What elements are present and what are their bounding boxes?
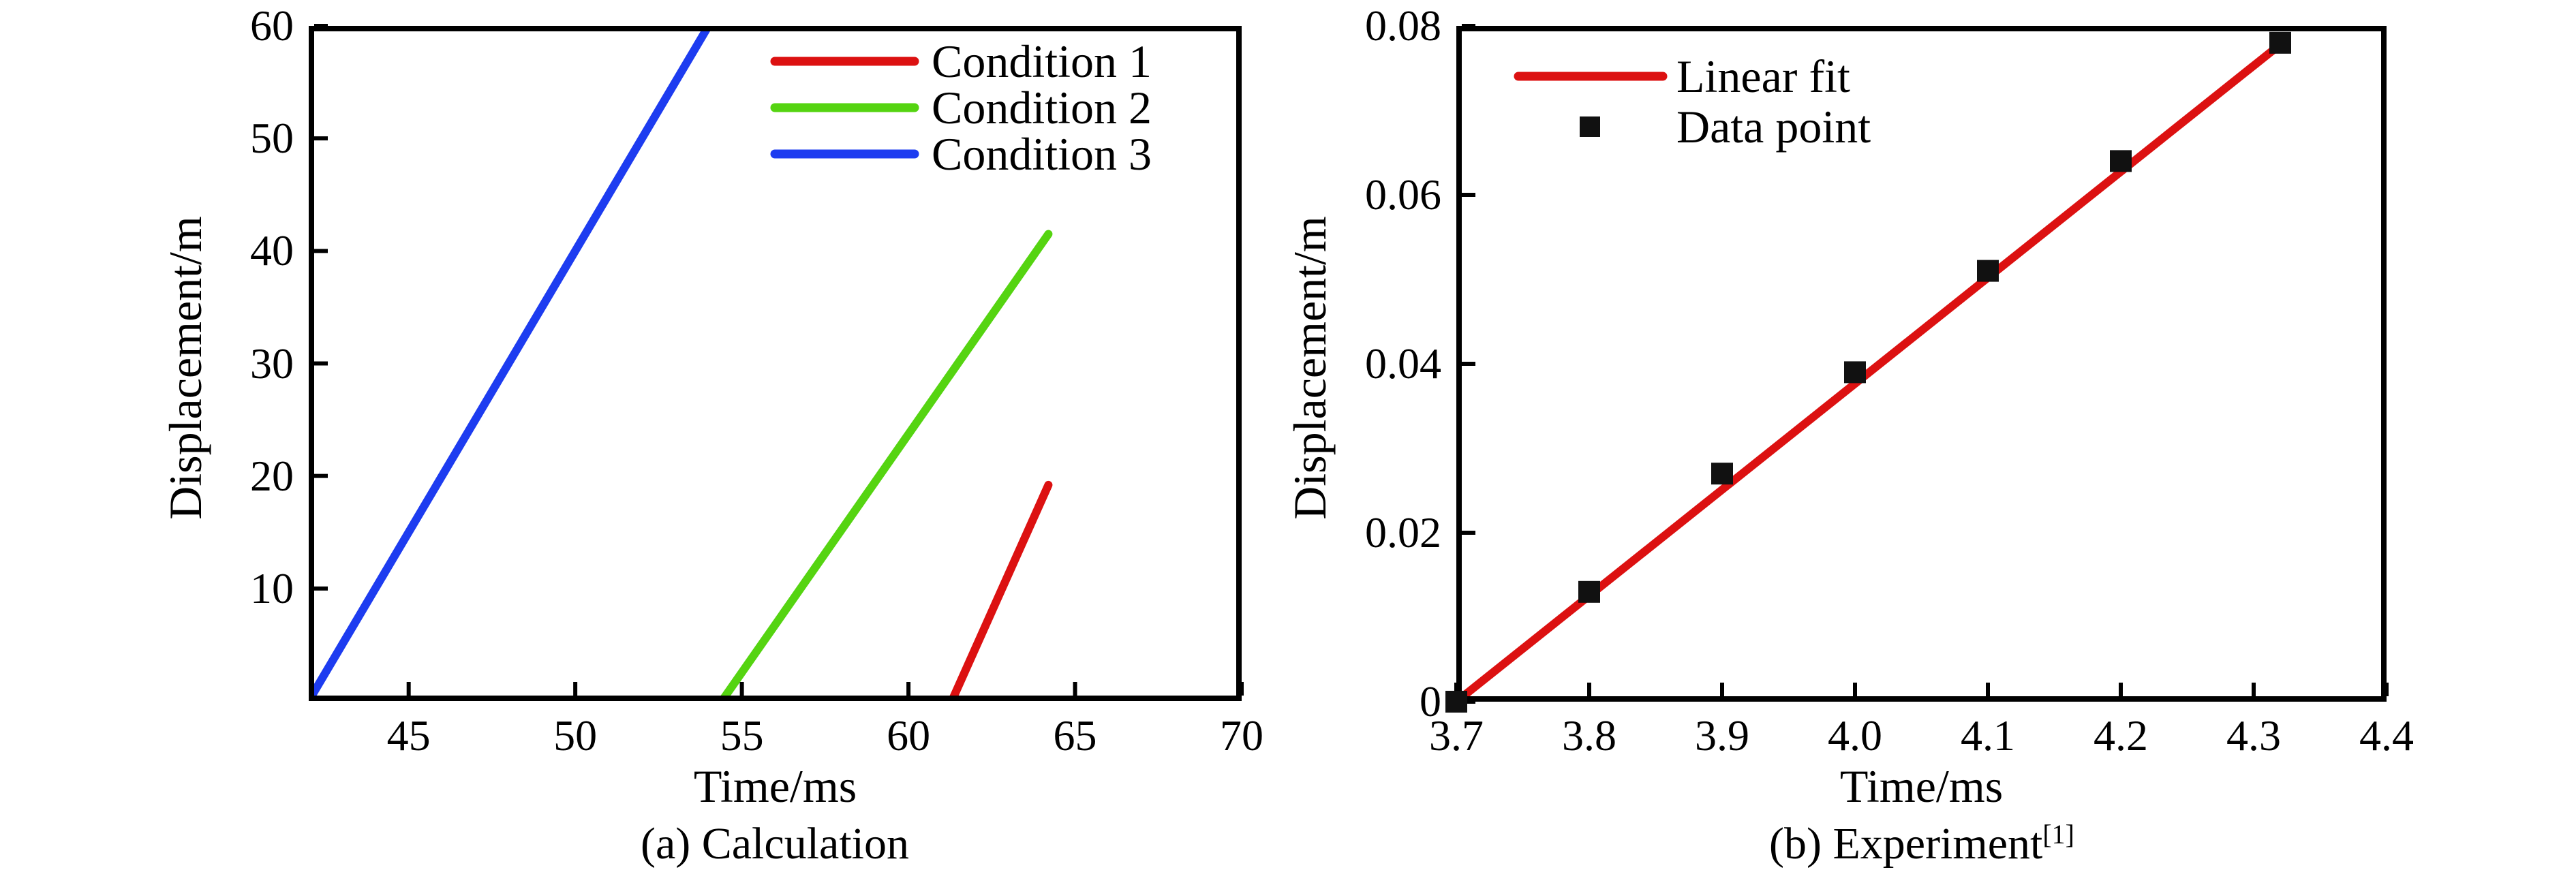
caption-panel-a: (a) Calculation bbox=[641, 822, 909, 867]
x-tick-label: 4.3 bbox=[2226, 711, 2281, 760]
panel-a-calculation-plot bbox=[309, 24, 1244, 701]
y-tick-label: 30 bbox=[250, 339, 294, 388]
caption-panel-b: (b) Experiment[1] bbox=[1769, 819, 2074, 869]
legend-label-linear-fit: Linear fit bbox=[1676, 50, 1850, 102]
caption-text: (b) Experiment bbox=[1769, 819, 2043, 869]
y-tick-label: 0.02 bbox=[1365, 508, 1441, 557]
y-tick-label: 40 bbox=[250, 226, 294, 275]
x-tick-label: 3.9 bbox=[1695, 711, 1749, 760]
panel-b-experiment-plot bbox=[1445, 24, 2389, 713]
legend-label-condition-3: Condition 3 bbox=[932, 128, 1152, 180]
y-axis-label-b: Displacement/m bbox=[1284, 216, 1336, 520]
data-point-marker bbox=[2269, 31, 2291, 54]
y-tick-label: 20 bbox=[250, 451, 294, 500]
x-tick-label: 4.4 bbox=[2359, 711, 2414, 760]
caption-text: (a) Calculation bbox=[640, 819, 910, 869]
x-tick-label: 50 bbox=[553, 711, 598, 760]
data-point-marker bbox=[1578, 580, 1600, 603]
legend-label-condition-1: Condition 1 bbox=[932, 35, 1152, 87]
x-tick-label: 70 bbox=[1220, 711, 1263, 760]
x-tick-label: 55 bbox=[720, 711, 764, 760]
series-line-condition-3 bbox=[309, 26, 713, 701]
x-tick-label: 45 bbox=[386, 711, 431, 760]
legend-label-data-point: Data point bbox=[1676, 101, 1871, 153]
data-point-marker bbox=[1445, 691, 1467, 713]
legend-label-condition-2: Condition 2 bbox=[932, 82, 1152, 134]
data-point-marker bbox=[1844, 361, 1866, 384]
x-tick-label: 4.2 bbox=[2094, 711, 2148, 760]
plot-frame bbox=[1456, 26, 2387, 702]
x-tick-label: 4.0 bbox=[1828, 711, 1882, 760]
y-tick-label: 0.04 bbox=[1365, 339, 1441, 388]
x-axis-label-a: Time/ms bbox=[693, 760, 857, 812]
data-point-marker bbox=[1977, 260, 1999, 282]
x-tick-label: 60 bbox=[887, 711, 931, 760]
data-point-marker bbox=[1711, 463, 1733, 485]
x-tick-label: 3.8 bbox=[1562, 711, 1616, 760]
caption-superscript: [1] bbox=[2042, 819, 2074, 850]
x-axis-label-b: Time/ms bbox=[1839, 760, 2004, 812]
series-line-condition-2 bbox=[718, 230, 1053, 701]
series-line-condition-1 bbox=[947, 480, 1053, 701]
y-tick-label: 60 bbox=[250, 1, 294, 50]
y-tick-label: 0.08 bbox=[1365, 1, 1441, 50]
y-tick-label: 10 bbox=[250, 563, 294, 612]
y-tick-label: 0 bbox=[1420, 677, 1441, 726]
y-tick-label: 50 bbox=[250, 114, 294, 163]
plot-frame bbox=[309, 26, 1242, 701]
data-point-marker bbox=[2110, 150, 2132, 172]
y-axis-label-a: Displacement/m bbox=[159, 216, 211, 520]
legend-marker-swatch bbox=[1580, 116, 1600, 137]
x-tick-label: 3.7 bbox=[1429, 711, 1484, 760]
x-tick-label: 4.1 bbox=[1961, 711, 2015, 760]
x-tick-label: 65 bbox=[1053, 711, 1097, 760]
y-tick-label: 0.06 bbox=[1365, 170, 1441, 219]
